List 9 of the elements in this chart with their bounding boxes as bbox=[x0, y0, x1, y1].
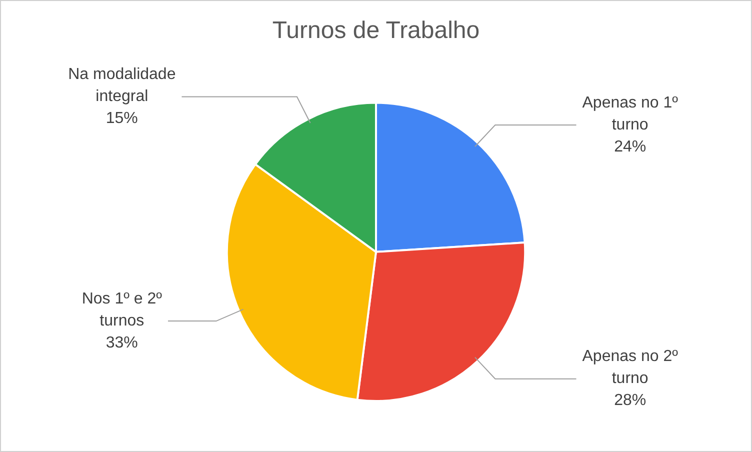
slice-label: Na modalidade integral bbox=[68, 66, 176, 106]
chart-title: Turnos de Trabalho bbox=[272, 17, 480, 44]
slice-label: Apenas no 1º turno bbox=[582, 94, 678, 134]
data-label: 33% bbox=[106, 334, 138, 352]
data-label: 15% bbox=[106, 110, 138, 128]
data-label: 24% bbox=[614, 138, 646, 156]
data-label: 28% bbox=[614, 392, 646, 410]
slice-label: Apenas no 2º turno bbox=[582, 348, 678, 388]
slice-label: Nos 1º e 2º turnos bbox=[82, 290, 162, 330]
